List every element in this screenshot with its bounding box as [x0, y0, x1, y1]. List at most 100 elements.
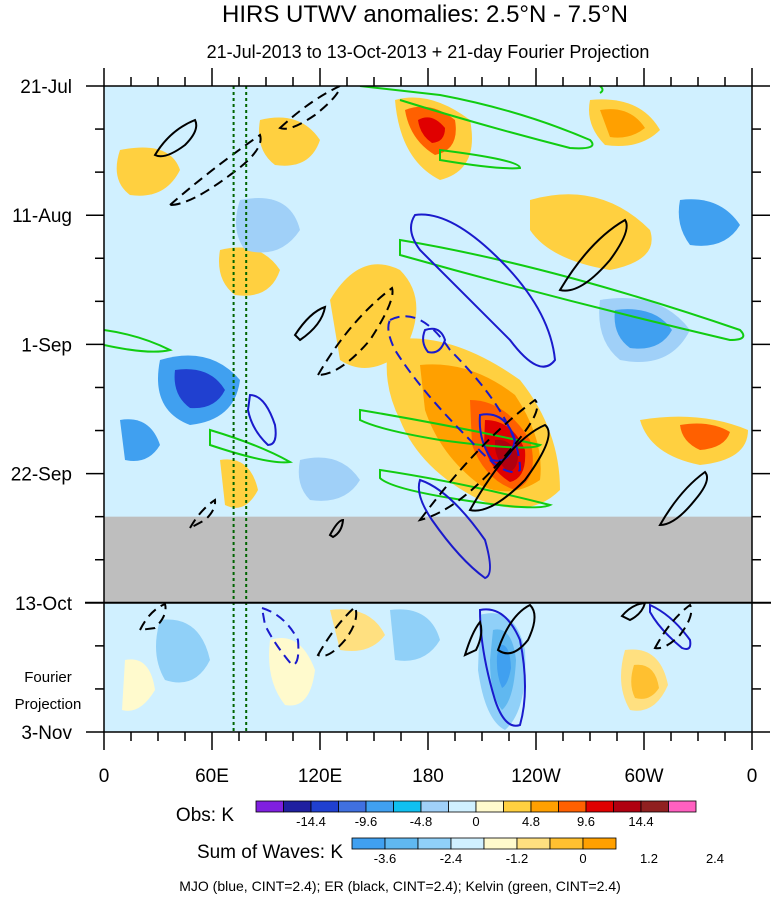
er-contour [278, 86, 342, 130]
obs-cold-blob [298, 457, 360, 501]
obs-warm-blob [259, 117, 320, 166]
colorbar-swatch [283, 800, 312, 813]
waves-colorbar-tick-labels: -3.6-2.4-1.201.22.43.6 [374, 851, 724, 866]
colorbar-tick-label: -3.6 [374, 851, 396, 866]
obs-warm-blob [116, 147, 180, 196]
colorbar-swatch [310, 800, 339, 813]
colorbar-swatch [475, 800, 504, 813]
mjo-contour [260, 606, 300, 667]
colorbar-tick-label: 2.4 [706, 851, 724, 866]
plot-area [85, 68, 771, 750]
colorbar-swatch [558, 800, 587, 813]
mjo-contour [387, 315, 522, 473]
colorbar-swatch [516, 837, 551, 850]
obs-warm-blob [219, 247, 280, 296]
fourier-label-line2: Projection [15, 696, 82, 713]
er-contour [468, 423, 550, 512]
colorbar-tick-label: 0 [579, 851, 586, 866]
waves-cold-blob [156, 619, 210, 683]
obs-cold-blob [614, 309, 672, 349]
waves-warm-blob [631, 664, 659, 699]
kelvin-contour [104, 329, 173, 353]
obs-warm-blob [530, 194, 652, 270]
obs-warm-blob [600, 109, 645, 138]
er-contour [496, 603, 536, 655]
er-contour [316, 605, 358, 657]
anomaly-field [104, 86, 752, 732]
colorbar-swatch [365, 800, 394, 813]
colorbar-swatch [351, 837, 386, 850]
mjo-contour [422, 327, 447, 354]
plot-frame [103, 85, 753, 733]
obs-warm-blob [418, 117, 445, 143]
colorbar-swatch [420, 800, 449, 813]
mjo-contour [478, 608, 526, 727]
x-tick-label: 180 [412, 766, 444, 787]
waves-cold-blob [496, 644, 511, 688]
x-tick-label: 60E [195, 766, 229, 787]
colorbar-swatch [450, 837, 485, 850]
mjo-contour [417, 478, 491, 580]
obs-colorbar [255, 800, 697, 813]
colorbar-tick-label: -14.4 [296, 814, 326, 829]
waves-colorbar [351, 837, 617, 850]
kelvin-contour [439, 148, 522, 170]
obs-cold-blob [174, 369, 225, 409]
colorbar-swatch [640, 800, 669, 813]
er-contour [316, 286, 394, 377]
er-contour [463, 619, 483, 657]
er-contour [417, 398, 539, 522]
colorbar-swatch [255, 800, 284, 813]
y-tick-label: 11-Aug [12, 206, 72, 227]
y-axis-labels: 21-Jul 11-Aug 1-Sep 22-Sep 13-Oct 3-Nov [11, 77, 73, 744]
er-contour [138, 602, 167, 632]
x-tick-label: 0 [747, 766, 758, 787]
fourier-label-line1: Fourier [24, 669, 72, 686]
obs-cold-blob [236, 198, 300, 253]
chart-title: HIRS UTWV anomalies: 2.5°N - 7.5°N [222, 1, 628, 28]
y-tick-label: 13-Oct [15, 594, 73, 615]
y-tick-label: 1-Sep [21, 335, 72, 356]
contour-legend: MJO (blue, CINT=2.4); ER (black, CINT=2.… [179, 878, 621, 894]
er-contour [187, 498, 217, 531]
colorbar-tick-label: 14.4 [628, 814, 653, 829]
colorbar-swatch [384, 837, 419, 850]
mjo-contour [410, 213, 557, 368]
colorbar-swatch [503, 800, 532, 813]
colorbar-swatch [448, 800, 477, 813]
colorbar-swatch [585, 800, 614, 813]
colorbar-swatch [613, 800, 642, 813]
colorbar-tick-label: 0 [472, 814, 479, 829]
colorbar-swatch [549, 837, 584, 850]
colorbar-tick-label: -1.2 [506, 851, 528, 866]
mjo-contour [649, 603, 692, 650]
kelvin-contour [359, 86, 594, 150]
chart-subtitle: 21-Jul-2013 to 13-Oct-2013 + 21-day Four… [207, 42, 650, 62]
colorbar-swatch [393, 800, 422, 813]
er-contour [658, 470, 708, 527]
x-tick-label: 120W [511, 766, 561, 787]
obs-warm-blob [220, 459, 258, 508]
kelvin-contour [359, 408, 543, 449]
y-tick-label: 3-Nov [21, 723, 72, 744]
er-contours [138, 86, 708, 657]
waves-warm-blob [269, 638, 315, 706]
kelvin-contour [379, 468, 553, 509]
colorbar-swatch [582, 837, 617, 850]
colorbar-swatch [417, 837, 452, 850]
colorbar-tick-label: -2.4 [440, 851, 462, 866]
colorbar-swatch [483, 837, 518, 850]
er-contour [653, 603, 693, 650]
waves-colorbar-label: Sum of Waves: K [197, 842, 343, 863]
colorbar-tick-label: -4.8 [410, 814, 432, 829]
obs-cold-blob [678, 199, 740, 246]
obs-colorbar-label: Obs: K [176, 805, 234, 826]
kelvin-contour [399, 238, 745, 342]
x-axis-labels: 0 60E 120E 180 120W 60W 0 [99, 766, 758, 787]
x-tick-label: 0 [99, 766, 110, 787]
x-tick-label: 120E [298, 766, 342, 787]
y-tick-label: 21-Jul [20, 77, 72, 98]
colorbar-swatch [668, 800, 697, 813]
mjo-contour [246, 393, 277, 447]
